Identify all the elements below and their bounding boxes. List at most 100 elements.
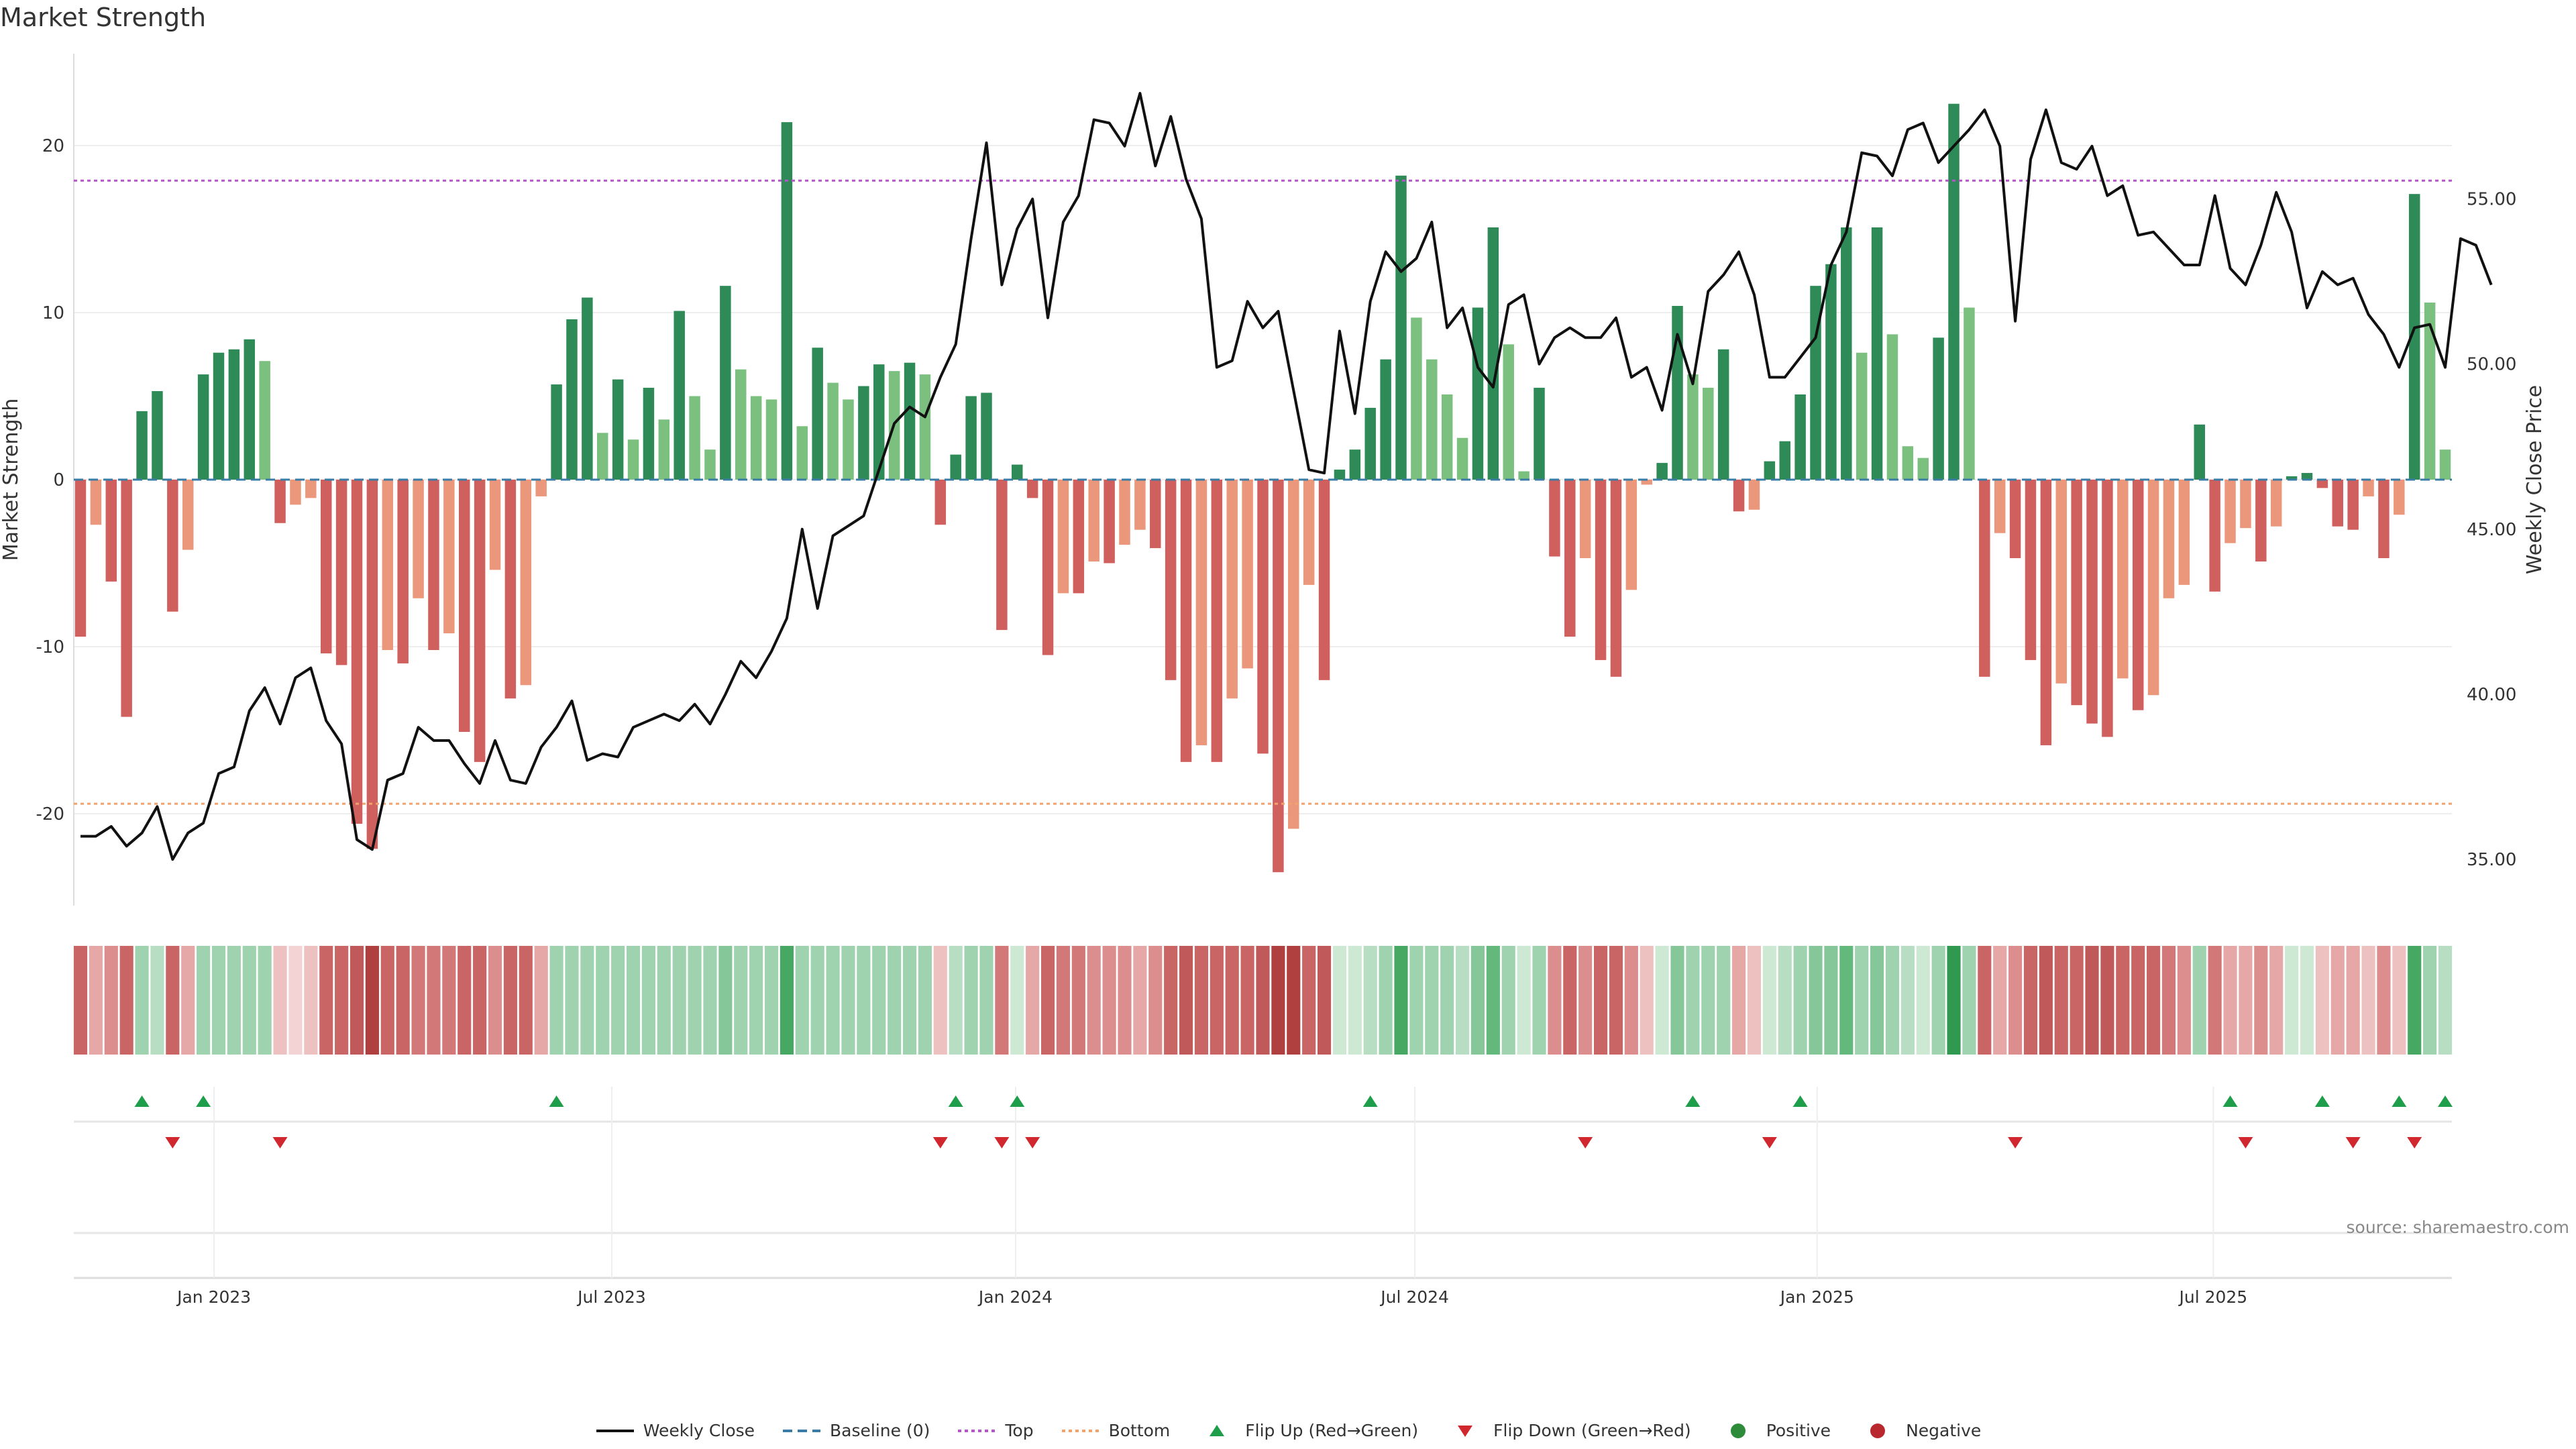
heat-cell (1824, 946, 1838, 1055)
heat-cell (1993, 946, 2007, 1055)
heat-cell (1040, 946, 1055, 1055)
strength-bar (1672, 306, 1683, 480)
strength-bar (1211, 480, 1223, 762)
strength-bar (305, 480, 317, 498)
strength-bar (136, 411, 148, 480)
y2-tick-label: 55.00 (2467, 190, 2516, 210)
legend-item: Positive (1718, 1421, 1831, 1440)
heat-cell (365, 946, 379, 1055)
flip-up-marker (134, 1095, 150, 1107)
strength-bar (1703, 388, 1714, 480)
heat-cell (749, 946, 763, 1055)
heat-cell (549, 946, 564, 1055)
heat-cell (2100, 946, 2114, 1055)
heat-cell (2177, 946, 2191, 1055)
strength-bar (1195, 480, 1208, 745)
strength-bar (1886, 334, 1898, 480)
heat-cell (2377, 946, 2391, 1055)
heat-cell (2008, 946, 2023, 1055)
heat-cell (473, 946, 487, 1055)
strength-bar (167, 480, 178, 612)
legend: Weekly Close Baseline (0) Top Bottom Flip Up… (0, 1421, 2576, 1440)
strength-bar (1395, 175, 1407, 480)
strength-bar (1964, 307, 1975, 480)
strength-bar (1472, 307, 1484, 480)
heat-cell (2239, 946, 2253, 1055)
strength-bar (643, 388, 655, 480)
strength-bar (1534, 388, 1545, 480)
heat-cell (1164, 946, 1178, 1055)
flip-up-marker (2438, 1095, 2453, 1107)
strength-bar (2040, 480, 2052, 745)
strength-bar (197, 374, 209, 480)
strength-bar (1364, 407, 1376, 480)
strength-bar (397, 480, 409, 663)
flip-down-marker (1578, 1137, 1593, 1148)
strength-bar (351, 480, 363, 824)
heat-cell (2116, 946, 2130, 1055)
strength-bar (2025, 480, 2037, 660)
heat-cell (1701, 946, 1715, 1055)
strength-bar (1349, 449, 1361, 480)
strength-bar (1687, 374, 1699, 480)
heat-cell (1778, 946, 1792, 1055)
heat-cell (611, 946, 625, 1055)
heat-cell (841, 946, 855, 1055)
x-tick-label: Jul 2023 (576, 1287, 646, 1307)
heat-cell (2070, 946, 2084, 1055)
heat-cell (580, 946, 594, 1055)
heat-cell (1809, 946, 1823, 1055)
heat-cell (150, 946, 164, 1055)
strength-bar (2147, 480, 2159, 696)
flip-up-marker (549, 1095, 564, 1107)
flip-up-marker (948, 1095, 963, 1107)
strength-bar (1841, 227, 1852, 480)
heat-cell (1133, 946, 1147, 1055)
heat-cell (2438, 946, 2453, 1055)
heat-cell (166, 946, 180, 1055)
strength-bar (428, 480, 439, 650)
x-tick-label: Jan 2025 (1779, 1287, 1854, 1307)
heat-cell (764, 946, 779, 1055)
strength-bar (1564, 480, 1576, 637)
legend-label: Negative (1906, 1421, 1982, 1440)
heat-cell (795, 946, 809, 1055)
heat-cell (119, 946, 133, 1055)
strength-bar (259, 361, 270, 480)
heat-cell (273, 946, 287, 1055)
strength-bar (2224, 480, 2236, 543)
source-credit: source: sharemaestro.com (2346, 1218, 2570, 1237)
heat-cell (1931, 946, 1945, 1055)
strength-bar (2209, 480, 2220, 592)
strength-bar (612, 379, 624, 480)
heat-cell (1317, 946, 1332, 1055)
heat-cell (1793, 946, 1807, 1055)
heat-cell (1118, 946, 1132, 1055)
heat-cell (1026, 946, 1040, 1055)
legend-label: Flip Down (Green→Red) (1493, 1421, 1691, 1440)
strength-bar (1503, 344, 1514, 480)
strength-bar (274, 480, 286, 523)
heat-cell (1071, 946, 1085, 1055)
legend-swatch-icon (1061, 1429, 1099, 1432)
y2-tick-label: 40.00 (2467, 685, 2516, 705)
heat-cell (1732, 946, 1746, 1055)
strength-bar (504, 480, 517, 699)
flip-down-marker (932, 1137, 948, 1148)
heat-cell (1900, 946, 1915, 1055)
strength-bar (1917, 458, 1929, 480)
heat-cell (411, 946, 425, 1055)
strength-bar (1994, 480, 2006, 533)
heat-cell (1640, 946, 1654, 1055)
strength-bar (2378, 480, 2390, 559)
strength-bar (704, 449, 716, 480)
strength-bar (1856, 352, 1868, 480)
x-tick-label: Jan 2024 (977, 1287, 1053, 1307)
heat-cell (2408, 946, 2422, 1055)
strength-bar (2286, 476, 2298, 480)
heat-cell (1256, 946, 1270, 1055)
flip-down-marker (2008, 1137, 2023, 1148)
strength-bar (182, 480, 194, 550)
heat-cell (319, 946, 333, 1055)
strength-bar (1303, 480, 1315, 585)
